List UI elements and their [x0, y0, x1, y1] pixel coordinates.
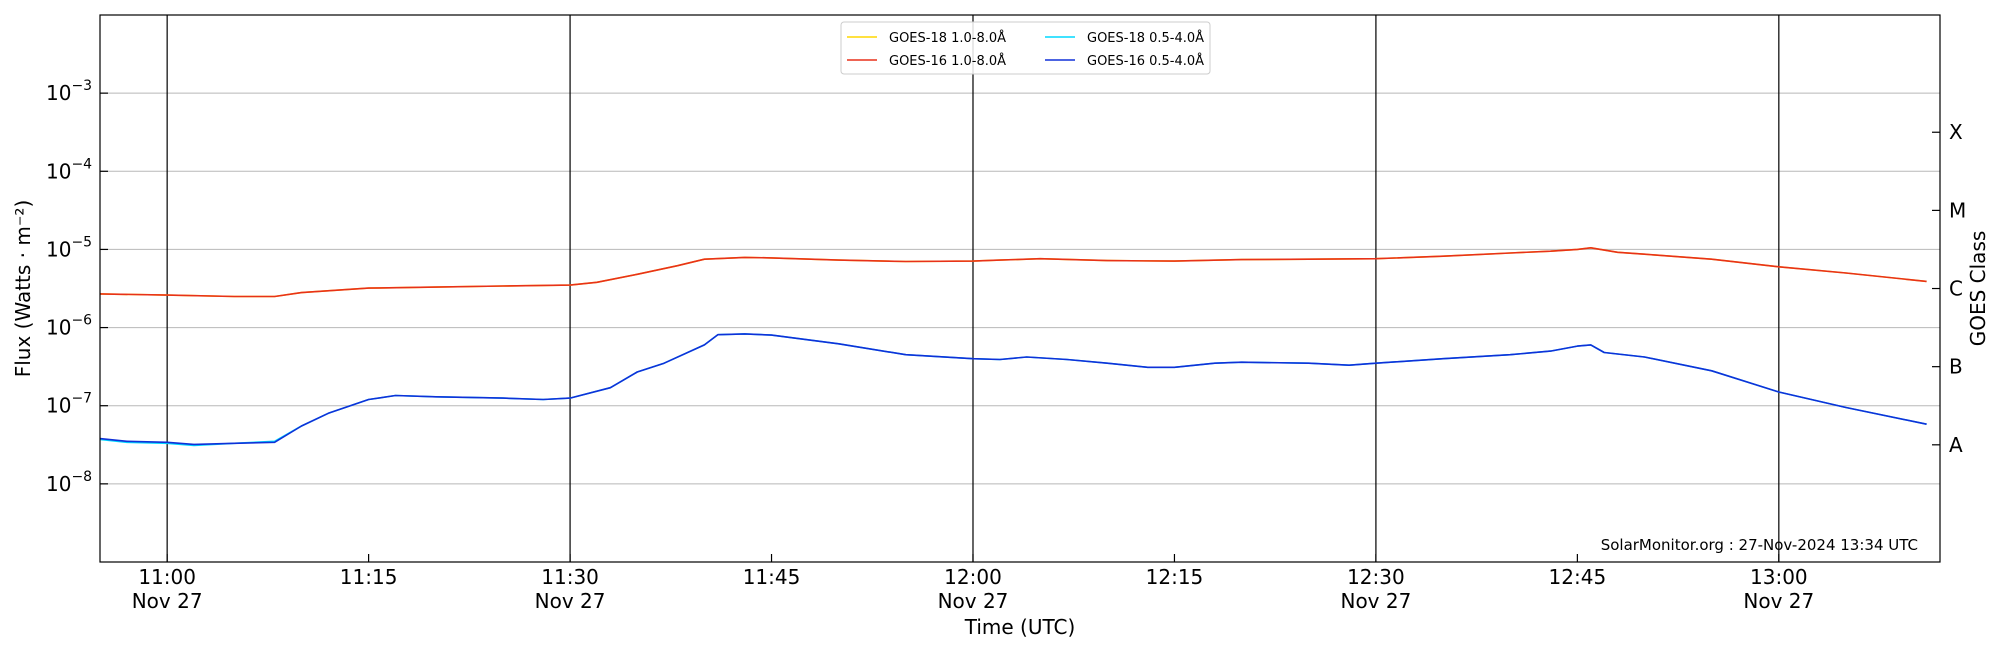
series-line-2 — [99, 247, 1927, 298]
x-tick-label-0: 11:00 — [138, 565, 196, 589]
goes-class-C: C — [1949, 277, 1963, 301]
y-tick-label-2: 10−6 — [46, 313, 92, 340]
legend: GOES-18 1.0-8.0Å GOES-18 0.5-4.0Å GOES-16 … — [840, 21, 1211, 75]
x-tick-date-6: Nov 27 — [1340, 589, 1411, 613]
legend-label-1: GOES-18 0.5-4.0Å — [1087, 30, 1204, 46]
y2-axis-label: GOES Class — [1966, 231, 1990, 347]
legend-box — [840, 21, 1211, 75]
x-tick-date-2: Nov 27 — [535, 589, 606, 613]
goes-class-A: A — [1949, 433, 1963, 457]
goes-class-B: B — [1949, 355, 1963, 379]
y-axis-ticks: 10−8 10−7 10−6 10−5 10−4 10−3 — [46, 78, 108, 496]
x-tick-label-1: 11:15 — [340, 565, 398, 589]
x-tick-date-4: Nov 27 — [938, 589, 1009, 613]
x-tick-label-2: 11:30 — [541, 565, 599, 589]
legend-label-3: GOES-16 0.5-4.0Å — [1087, 53, 1204, 69]
series — [99, 247, 1927, 447]
y-tick-label-0: 10−8 — [46, 469, 92, 496]
grid — [100, 92, 1940, 485]
x-axis-label: Time (UTC) — [964, 615, 1076, 639]
x-tick-label-7: 12:45 — [1549, 565, 1607, 589]
x-tick-date-0: Nov 27 — [132, 589, 203, 613]
date-markers — [166, 15, 1780, 562]
goes-class-X: X — [1949, 120, 1963, 144]
credit-text: SolarMonitor.org : 27-Nov-2024 13:34 UTC — [1601, 536, 1918, 554]
legend-label-2: GOES-16 1.0-8.0Å — [889, 53, 1006, 69]
y-tick-label-5: 10−3 — [46, 78, 92, 105]
y-axis-label: Flux (Watts · m⁻²) — [11, 200, 35, 378]
y-tick-label-1: 10−7 — [46, 391, 92, 418]
goes-class-M: M — [1949, 198, 1966, 222]
goes-class-labels: A B C M X — [1932, 120, 1966, 457]
x-tick-label-5: 12:15 — [1146, 565, 1204, 589]
y-tick-label-4: 10−4 — [46, 156, 92, 183]
y-tick-label-3: 10−5 — [46, 234, 92, 261]
x-tick-date-8: Nov 27 — [1743, 589, 1814, 613]
x-tick-label-8: 13:00 — [1750, 565, 1808, 589]
x-tick-label-6: 12:30 — [1347, 565, 1405, 589]
x-tick-label-3: 11:45 — [743, 565, 801, 589]
legend-label-0: GOES-18 1.0-8.0Å — [889, 30, 1006, 46]
series-line-3 — [99, 333, 1927, 446]
x-tick-label-4: 12:00 — [944, 565, 1002, 589]
